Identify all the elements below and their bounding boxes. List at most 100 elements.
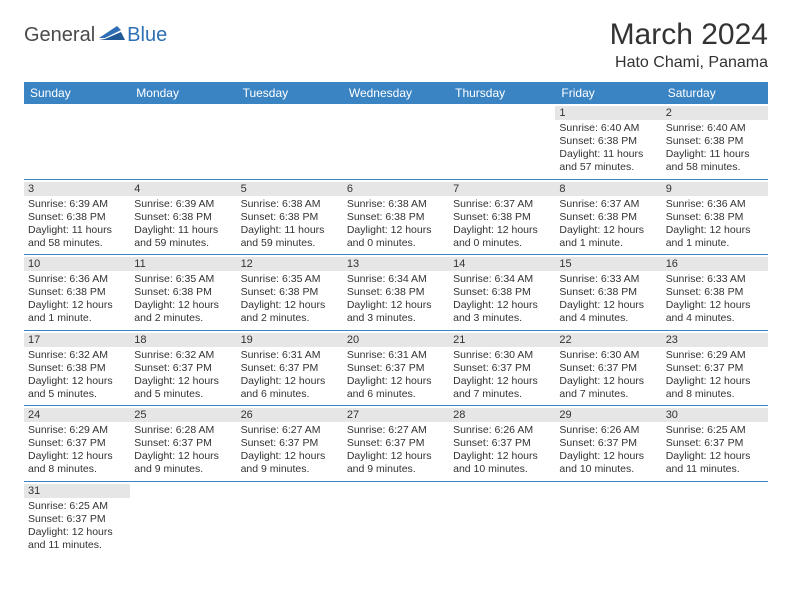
weekday-header: Thursday bbox=[449, 82, 555, 104]
day-info: Sunrise: 6:33 AMSunset: 6:38 PMDaylight:… bbox=[559, 273, 657, 326]
sunrise-text: Sunrise: 6:27 AM bbox=[347, 424, 445, 437]
day-info: Sunrise: 6:26 AMSunset: 6:37 PMDaylight:… bbox=[453, 424, 551, 477]
day-info: Sunrise: 6:25 AMSunset: 6:37 PMDaylight:… bbox=[28, 500, 126, 553]
calendar-day-cell: 25Sunrise: 6:28 AMSunset: 6:37 PMDayligh… bbox=[130, 406, 236, 482]
day-info: Sunrise: 6:32 AMSunset: 6:38 PMDaylight:… bbox=[28, 349, 126, 402]
day-info: Sunrise: 6:30 AMSunset: 6:37 PMDaylight:… bbox=[559, 349, 657, 402]
daylight-text: Daylight: 12 hours and 1 minute. bbox=[666, 224, 764, 250]
sunset-text: Sunset: 6:38 PM bbox=[347, 211, 445, 224]
sunset-text: Sunset: 6:37 PM bbox=[134, 362, 232, 375]
day-info: Sunrise: 6:40 AMSunset: 6:38 PMDaylight:… bbox=[559, 122, 657, 175]
day-number: 8 bbox=[555, 182, 661, 196]
calendar-day-cell: 17 Sunrise: 6:32 AMSunset: 6:38 PMDayligh… bbox=[24, 330, 130, 406]
daylight-text: Daylight: 12 hours and 9 minutes. bbox=[347, 450, 445, 476]
calendar-day-cell: 19Sunrise: 6:31 AMSunset: 6:37 PMDayligh… bbox=[237, 330, 343, 406]
day-info: Sunrise: 6:33 AMSunset: 6:38 PMDaylight:… bbox=[666, 273, 764, 326]
daylight-text: Daylight: 12 hours and 11 minutes. bbox=[28, 526, 126, 552]
sunrise-text: Sunrise: 6:34 AM bbox=[347, 273, 445, 286]
sunrise-text: Sunrise: 6:39 AM bbox=[134, 198, 232, 211]
calendar-day-cell bbox=[449, 104, 555, 179]
day-number: 17 bbox=[24, 333, 130, 347]
location: Hato Chami, Panama bbox=[610, 54, 768, 72]
day-number: 25 bbox=[130, 408, 236, 422]
day-info: Sunrise: 6:37 AMSunset: 6:38 PMDaylight:… bbox=[453, 198, 551, 251]
daylight-text: Daylight: 11 hours and 58 minutes. bbox=[28, 224, 126, 250]
calendar-day-cell: 27Sunrise: 6:27 AMSunset: 6:37 PMDayligh… bbox=[343, 406, 449, 482]
day-number: 6 bbox=[343, 182, 449, 196]
day-number: 4 bbox=[130, 182, 236, 196]
sunset-text: Sunset: 6:37 PM bbox=[559, 437, 657, 450]
daylight-text: Daylight: 12 hours and 1 minute. bbox=[28, 299, 126, 325]
logo: General Blue bbox=[24, 18, 167, 47]
calendar-week-row: 3 Sunrise: 6:39 AM Sunset: 6:38 PM Daylight… bbox=[24, 179, 768, 255]
day-info: Sunrise: 6:36 AMSunset: 6:38 PMDaylight:… bbox=[28, 273, 126, 326]
weekday-header: Saturday bbox=[662, 82, 768, 104]
day-number: 2 bbox=[662, 106, 768, 120]
calendar-week-row: 31Sunrise: 6:25 AMSunset: 6:37 PMDayligh… bbox=[24, 481, 768, 556]
daylight-text: Daylight: 12 hours and 2 minutes. bbox=[241, 299, 339, 325]
calendar-day-cell: 15Sunrise: 6:33 AMSunset: 6:38 PMDayligh… bbox=[555, 255, 661, 331]
day-info: Sunrise: 6:34 AMSunset: 6:38 PMDaylight:… bbox=[453, 273, 551, 326]
day-number: 13 bbox=[343, 257, 449, 271]
sunset-text: Sunset: 6:37 PM bbox=[347, 437, 445, 450]
calendar-day-cell: 20Sunrise: 6:31 AMSunset: 6:37 PMDayligh… bbox=[343, 330, 449, 406]
sunrise-text: Sunrise: 6:36 AM bbox=[28, 273, 126, 286]
daylight-text: Daylight: 12 hours and 3 minutes. bbox=[453, 299, 551, 325]
sunrise-text: Sunrise: 6:29 AM bbox=[666, 349, 764, 362]
day-info: Sunrise: 6:27 AMSunset: 6:37 PMDaylight:… bbox=[347, 424, 445, 477]
sunset-text: Sunset: 6:37 PM bbox=[28, 437, 126, 450]
calendar-day-cell: 8 Sunrise: 6:37 AMSunset: 6:38 PMDaylight… bbox=[555, 179, 661, 255]
sunrise-text: Sunrise: 6:40 AM bbox=[559, 122, 657, 135]
day-info: Sunrise: 6:37 AMSunset: 6:38 PMDaylight:… bbox=[559, 198, 657, 251]
day-info: Sunrise: 6:26 AMSunset: 6:37 PMDaylight:… bbox=[559, 424, 657, 477]
daylight-text: Daylight: 12 hours and 10 minutes. bbox=[453, 450, 551, 476]
day-number: 12 bbox=[237, 257, 343, 271]
daylight-text: Daylight: 12 hours and 0 minutes. bbox=[453, 224, 551, 250]
day-info: Sunrise: 6:29 AMSunset: 6:37 PMDaylight:… bbox=[666, 349, 764, 402]
daylight-text: Daylight: 12 hours and 5 minutes. bbox=[134, 375, 232, 401]
day-info: Sunrise: 6:29 AMSunset: 6:37 PMDaylight:… bbox=[28, 424, 126, 477]
day-number: 3 bbox=[24, 182, 130, 196]
weekday-header: Sunday bbox=[24, 82, 130, 104]
day-number: 22 bbox=[555, 333, 661, 347]
calendar-day-cell bbox=[130, 481, 236, 556]
calendar-day-cell: 6Sunrise: 6:38 AMSunset: 6:38 PMDaylight… bbox=[343, 179, 449, 255]
daylight-text: Daylight: 12 hours and 11 minutes. bbox=[666, 450, 764, 476]
calendar-day-cell: 28Sunrise: 6:26 AMSunset: 6:37 PMDayligh… bbox=[449, 406, 555, 482]
day-number: 21 bbox=[449, 333, 555, 347]
daylight-text: Daylight: 11 hours and 58 minutes. bbox=[666, 148, 764, 174]
daylight-text: Daylight: 12 hours and 8 minutes. bbox=[28, 450, 126, 476]
sunrise-text: Sunrise: 6:36 AM bbox=[666, 198, 764, 211]
calendar-day-cell: 24Sunrise: 6:29 AMSunset: 6:37 PMDayligh… bbox=[24, 406, 130, 482]
sunset-text: Sunset: 6:38 PM bbox=[134, 286, 232, 299]
calendar-day-cell: 16Sunrise: 6:33 AMSunset: 6:38 PMDayligh… bbox=[662, 255, 768, 331]
calendar-day-cell: 30Sunrise: 6:25 AMSunset: 6:37 PMDayligh… bbox=[662, 406, 768, 482]
calendar-week-row: 24Sunrise: 6:29 AMSunset: 6:37 PMDayligh… bbox=[24, 406, 768, 482]
day-info: Sunrise: 6:36 AMSunset: 6:38 PMDaylight:… bbox=[666, 198, 764, 251]
calendar-day-cell bbox=[237, 481, 343, 556]
calendar-day-cell bbox=[449, 481, 555, 556]
day-info: Sunrise: 6:30 AMSunset: 6:37 PMDaylight:… bbox=[453, 349, 551, 402]
sunrise-text: Sunrise: 6:27 AM bbox=[241, 424, 339, 437]
day-number: 29 bbox=[555, 408, 661, 422]
sunrise-text: Sunrise: 6:26 AM bbox=[453, 424, 551, 437]
sunset-text: Sunset: 6:37 PM bbox=[453, 362, 551, 375]
sunset-text: Sunset: 6:37 PM bbox=[241, 362, 339, 375]
day-info: Sunrise: 6:40 AMSunset: 6:38 PMDaylight:… bbox=[666, 122, 764, 175]
sunrise-text: Sunrise: 6:31 AM bbox=[347, 349, 445, 362]
sunset-text: Sunset: 6:38 PM bbox=[241, 286, 339, 299]
calendar-day-cell: 21 Sunrise: 6:30 AMSunset: 6:37 PMDayligh… bbox=[449, 330, 555, 406]
day-number: 23 bbox=[662, 333, 768, 347]
daylight-text: Daylight: 12 hours and 10 minutes. bbox=[559, 450, 657, 476]
calendar-day-cell: 12Sunrise: 6:35 AMSunset: 6:38 PMDayligh… bbox=[237, 255, 343, 331]
calendar-day-cell bbox=[237, 104, 343, 179]
calendar-day-cell: 11Sunrise: 6:35 AMSunset: 6:38 PMDayligh… bbox=[130, 255, 236, 331]
sunrise-text: Sunrise: 6:25 AM bbox=[28, 500, 126, 513]
calendar-day-cell: 18Sunrise: 6:32 AMSunset: 6:37 PMDayligh… bbox=[130, 330, 236, 406]
sunrise-text: Sunrise: 6:32 AM bbox=[134, 349, 232, 362]
daylight-text: Daylight: 11 hours and 59 minutes. bbox=[241, 224, 339, 250]
day-info: Sunrise: 6:32 AMSunset: 6:37 PMDaylight:… bbox=[134, 349, 232, 402]
day-number: 5 bbox=[237, 182, 343, 196]
daylight-text: Daylight: 11 hours and 57 minutes. bbox=[559, 148, 657, 174]
sunset-text: Sunset: 6:37 PM bbox=[347, 362, 445, 375]
